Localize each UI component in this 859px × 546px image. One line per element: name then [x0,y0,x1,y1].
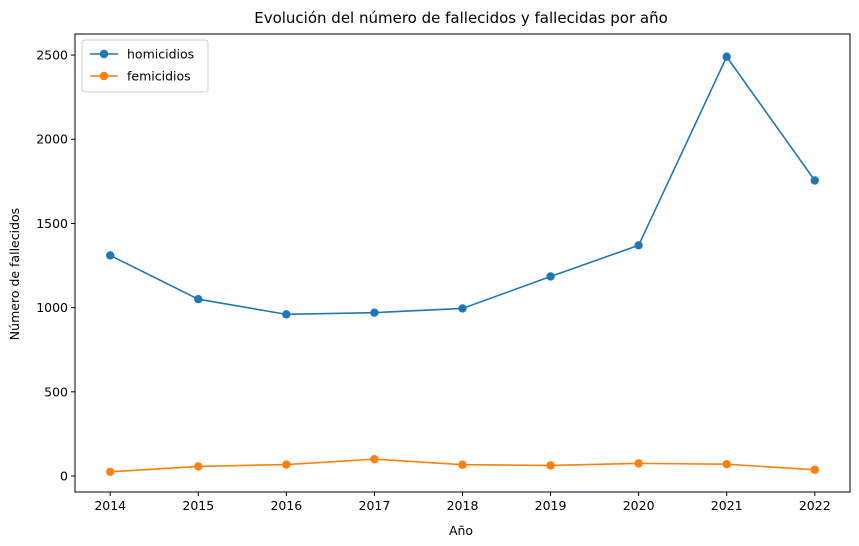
legend: homicidios femicidios [81,39,209,93]
x-tick-label: 2022 [799,498,831,513]
femicidios-point [458,460,467,469]
chart-title: Evolución del número de fallecidos y fal… [254,9,668,27]
x-tick-label: 2018 [447,498,479,513]
homicidios-point [634,241,643,250]
x-tick-label: 2015 [182,498,214,513]
homicidios-point [546,272,555,281]
homicidios-point [370,308,379,317]
y-tick-label: 2000 [36,132,68,147]
homicidios-point [194,295,203,304]
femicidios-point [722,460,731,469]
femicidios-point [546,461,555,470]
legend-box [81,39,209,93]
x-axis-label: Año [449,523,473,538]
y-tick-label: 1000 [36,300,68,315]
x-tick-label: 2014 [94,498,126,513]
legend-label-femicidios: femicidios [127,69,191,84]
y-tick-label: 0 [60,469,68,484]
y-tick-label: 500 [44,384,68,399]
legend-marker-femicidios [99,71,109,81]
x-tick-label: 2016 [270,498,302,513]
x-tick-label: 2020 [623,498,655,513]
legend-marker-homicidios [99,49,109,59]
femicidios-point [634,459,643,468]
x-tick-label: 2019 [535,498,567,513]
femicidios-point [370,454,379,464]
y-tick-label: 1500 [36,216,68,231]
homicidios-point [810,176,819,185]
femicidios-point [194,462,203,471]
homicidios-point [722,52,731,61]
plot-area: 2014 2015 2016 2017 2018 2019 2020 2021 2022 0 500… [36,33,851,513]
homicidios-point [282,310,291,319]
x-tick-label: 2021 [711,498,743,513]
femicidios-point [106,467,115,476]
homicidios-point [458,304,467,313]
femicidios-point [810,465,819,474]
femicidios-point [282,460,291,469]
y-axis-label: Número de fallecidos [7,208,22,340]
y-tick-label: 2500 [36,48,68,63]
legend-label-homicidios: homicidios [127,47,194,62]
x-tick-label: 2017 [359,498,391,513]
homicidios-point [106,251,115,260]
